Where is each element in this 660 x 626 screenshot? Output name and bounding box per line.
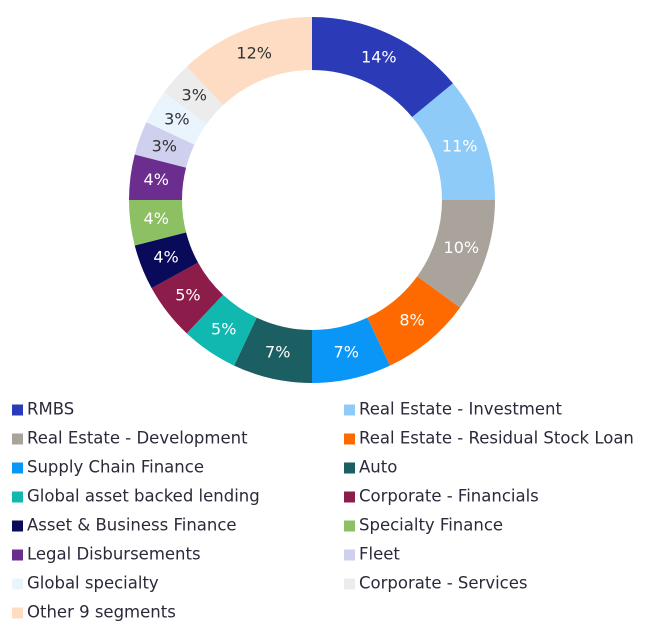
donut-slice: [163, 66, 224, 124]
legend-swatch: [12, 433, 23, 445]
legend-swatch: [344, 433, 355, 445]
legend-label: Global asset backed lending: [27, 487, 260, 506]
legend-swatch: [344, 462, 355, 474]
data-label: 3%: [164, 110, 189, 129]
legend-label: Asset & Business Finance: [27, 516, 237, 535]
donut-slice: [129, 200, 187, 246]
data-label: 11%: [442, 136, 478, 155]
legend-label: Real Estate - Investment: [359, 400, 562, 419]
legend-label: Real Estate - Development: [27, 429, 248, 448]
data-label: 4%: [144, 209, 169, 228]
donut-slice: [367, 276, 461, 366]
data-label: 4%: [144, 170, 169, 189]
legend-swatch: [344, 491, 355, 503]
data-label: 14%: [361, 47, 397, 66]
legend-label: Corporate - Financials: [359, 487, 539, 506]
legend-swatch: [12, 578, 23, 590]
donut-slice: [134, 122, 195, 168]
data-label: 10%: [444, 238, 480, 257]
legend-label: Real Estate - Residual Stock Loan: [359, 429, 634, 448]
legend-swatch: [12, 404, 23, 416]
donut-slice: [129, 154, 187, 200]
legend-swatch: [12, 549, 23, 561]
legend-label: Corporate - Services: [359, 574, 528, 593]
legend-label: Legal Disbursements: [27, 545, 201, 564]
legend-label: Auto: [359, 458, 397, 477]
data-label: 8%: [399, 310, 424, 329]
legend-swatch: [344, 578, 355, 590]
legend-swatch: [344, 520, 355, 532]
legend-label: RMBS: [27, 400, 74, 419]
legend-label: Supply Chain Finance: [27, 458, 204, 477]
data-label: 3%: [182, 86, 207, 105]
data-label: 3%: [152, 136, 177, 155]
data-label: 4%: [153, 247, 178, 266]
data-label: 5%: [175, 286, 200, 305]
legend-label: Specialty Finance: [359, 516, 503, 535]
donut-slice: [234, 317, 312, 383]
legend-swatch: [12, 491, 23, 503]
legend-swatch: [12, 462, 23, 474]
data-label: 5%: [211, 319, 236, 338]
legend-swatch: [344, 404, 355, 416]
donut-slice: [417, 200, 495, 308]
donut-slice: [146, 92, 207, 145]
legend-swatch: [12, 520, 23, 532]
donut-slice: [151, 262, 224, 334]
donut-slice: [312, 17, 454, 118]
donut-slice: [186, 294, 257, 366]
donut-slice: [312, 317, 390, 383]
data-label: 12%: [236, 44, 272, 63]
legend-label: Global specialty: [27, 574, 159, 593]
legend-label: Other 9 segments: [27, 603, 176, 622]
legend-label: Fleet: [359, 545, 400, 564]
donut-slice: [134, 232, 199, 289]
donut-slice: [186, 17, 312, 106]
data-label: 7%: [334, 343, 359, 362]
data-label: 7%: [265, 343, 290, 362]
donut-slice: [412, 83, 495, 200]
legend-swatch: [12, 607, 23, 619]
legend-swatch: [344, 549, 355, 561]
